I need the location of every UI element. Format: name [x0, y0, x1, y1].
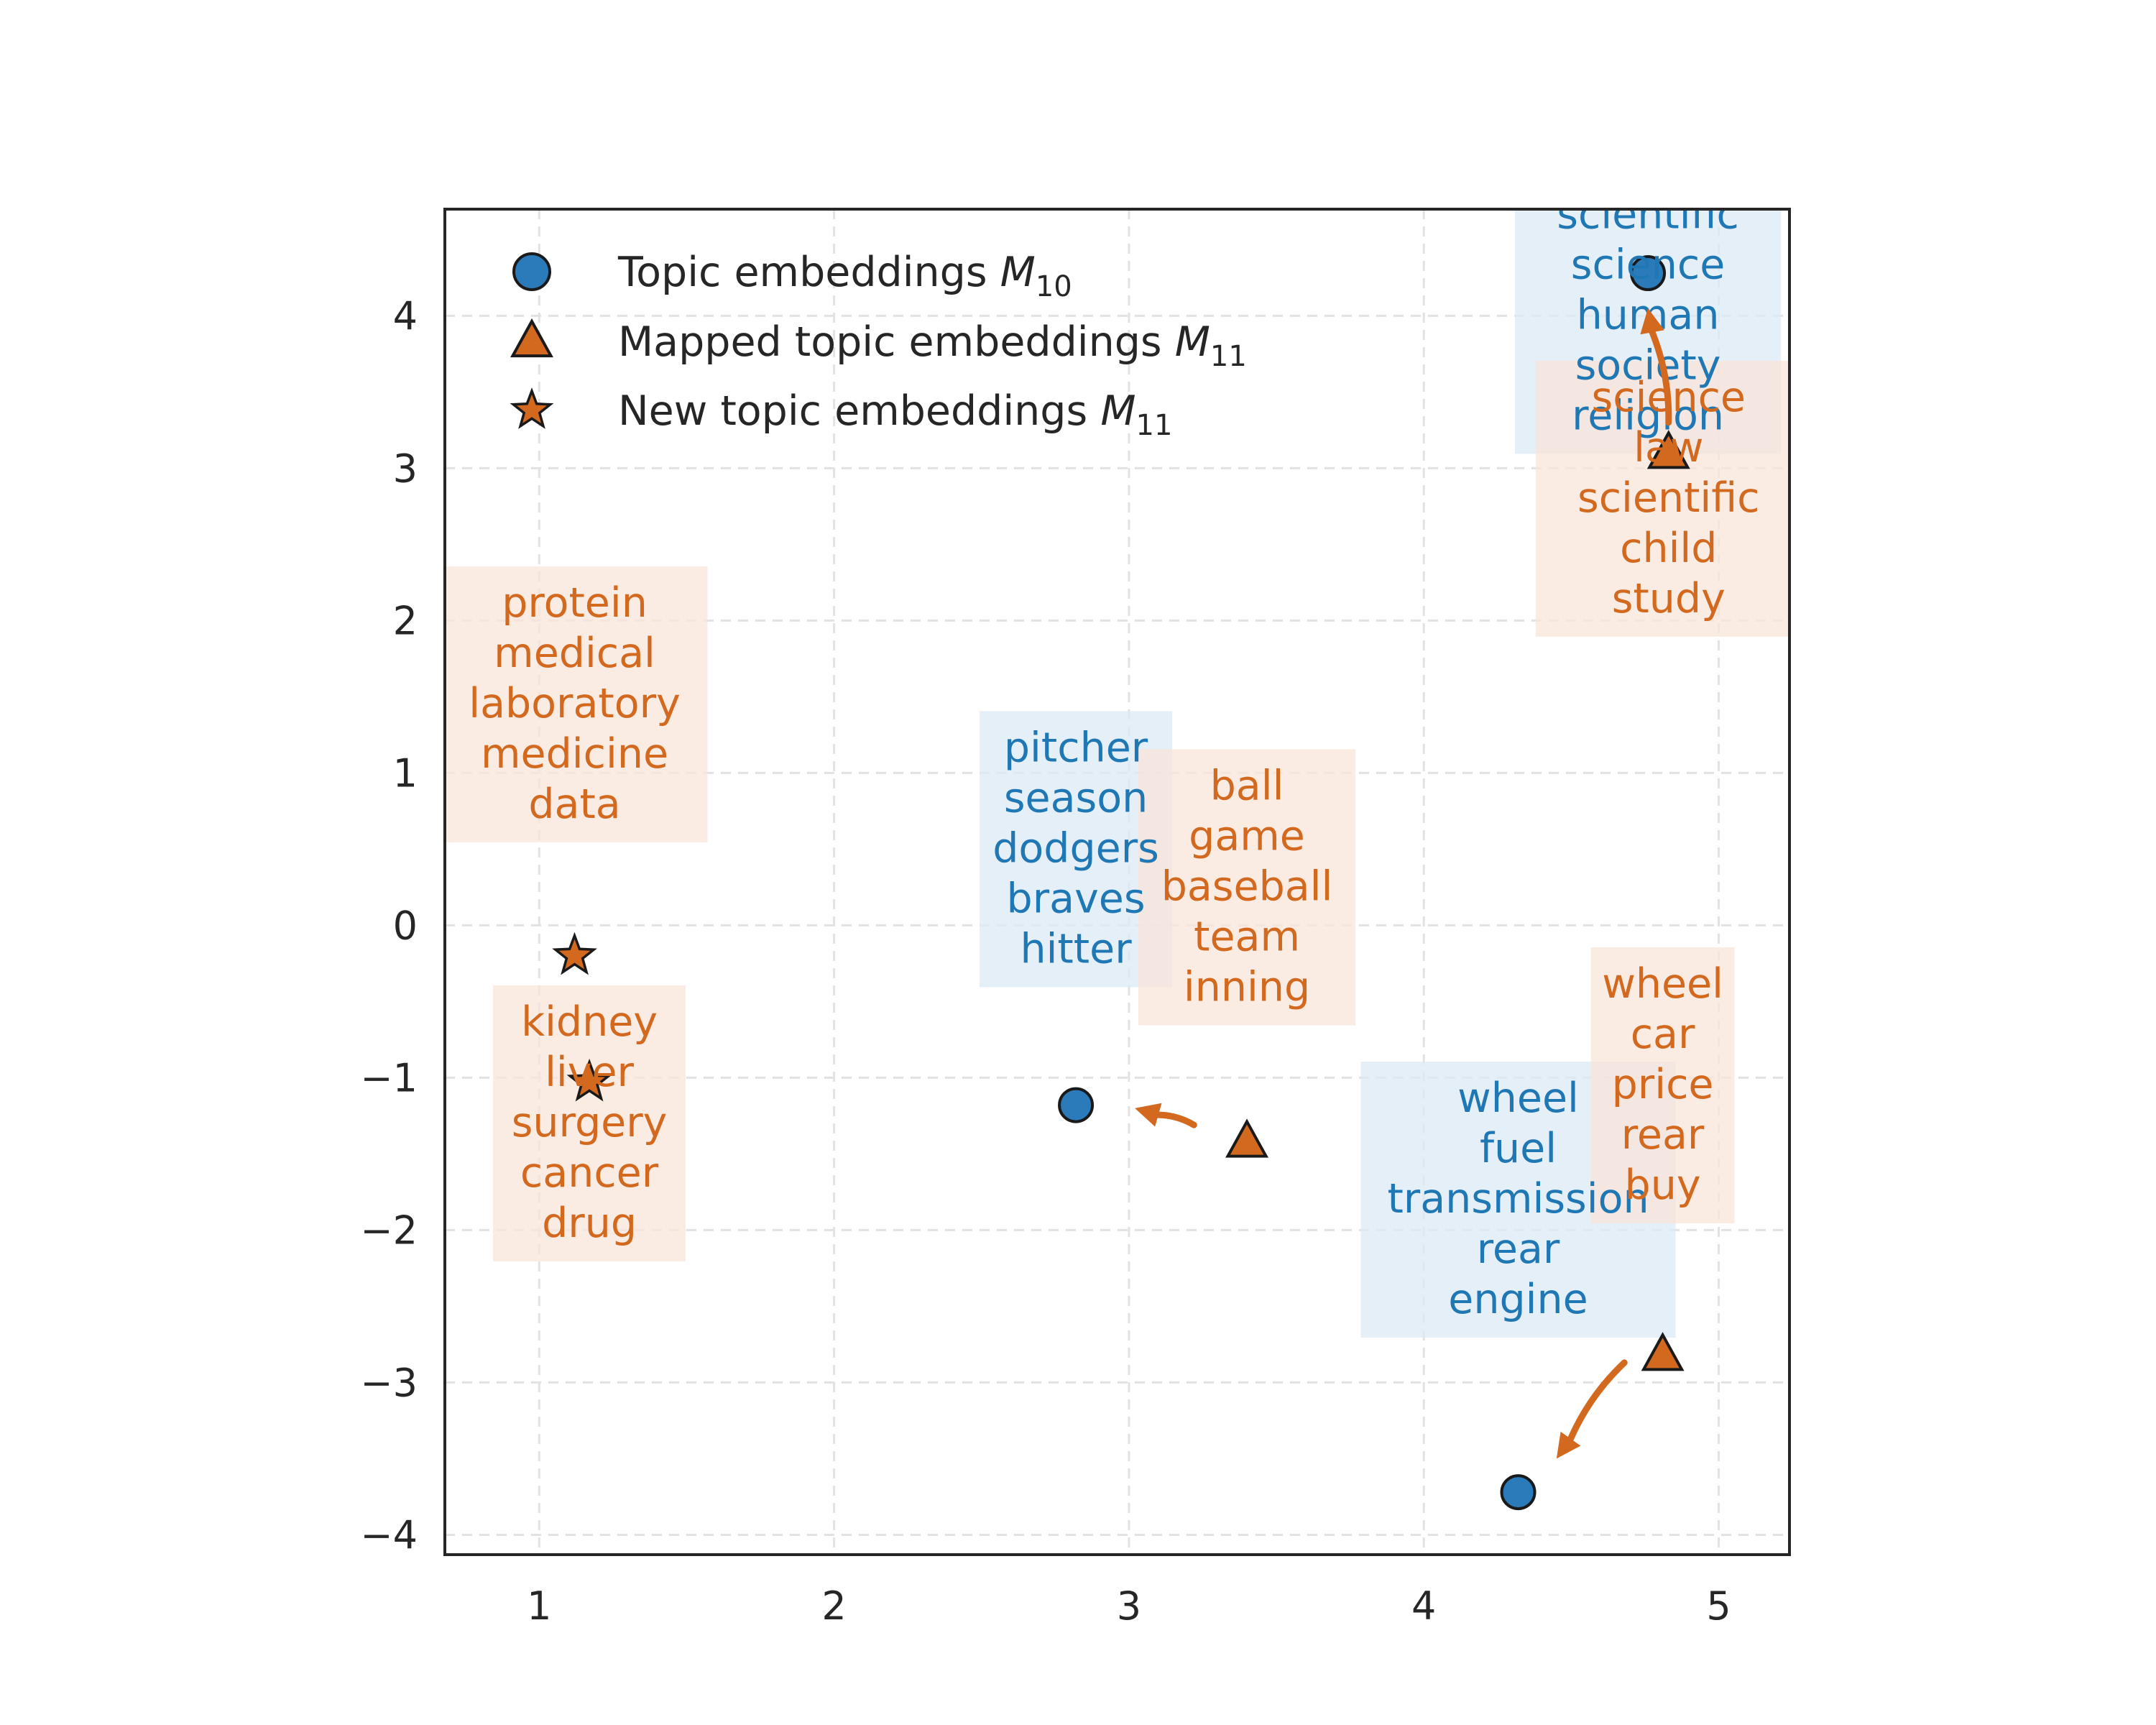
arrow-head — [1640, 308, 1664, 335]
legend-label-subscript: 10 — [1036, 270, 1072, 303]
x-tick-label: 1 — [527, 1583, 551, 1629]
legend-label-symbol: M — [1000, 249, 1036, 296]
new-topic-point — [552, 932, 597, 975]
x-tick-label: 2 — [821, 1583, 846, 1629]
annotation-word: law — [1634, 424, 1703, 472]
annotation-word: protein — [502, 579, 648, 627]
plot-frame — [443, 208, 1791, 1556]
legend-label-symbol: M — [1175, 318, 1210, 366]
annotation-word: child — [1620, 525, 1717, 572]
annotation-word: car — [1631, 1011, 1695, 1058]
legend-label: New topic embeddings M11 — [618, 387, 1172, 442]
topic-word-labels: scientificsciencehumansocietyreligionsci… — [469, 190, 1760, 1323]
annotation-word: drug — [542, 1200, 637, 1247]
annotation-word: scientific — [1557, 190, 1739, 238]
annotation-word: medicine — [481, 730, 668, 778]
y-tick-label: −1 — [360, 1055, 418, 1100]
annotation-word: engine — [1448, 1276, 1588, 1323]
mapping-arrows — [1135, 308, 1672, 1459]
annotation-word: scientific — [1577, 474, 1760, 522]
annotation-word: medical — [494, 630, 655, 677]
arrow-head — [1556, 1431, 1581, 1459]
annotation-word: rear — [1621, 1111, 1705, 1159]
y-tick-label: 4 — [393, 293, 418, 339]
annotation-word: team — [1194, 913, 1300, 960]
axis-ticks: 1 2 3 4 5 4 3 2 1 0 −1 −2 −3 −4 — [360, 293, 1731, 1629]
new-topic-point — [566, 1058, 612, 1102]
annotation-word: baseball — [1161, 862, 1333, 910]
annotation-word: religion — [1572, 392, 1724, 439]
mapped-topic-point — [1225, 1118, 1269, 1158]
annotation-word: fuel — [1480, 1125, 1557, 1172]
annotation-word: wheel — [1457, 1075, 1579, 1122]
topic-point — [1500, 1474, 1537, 1511]
annotation-word: season — [1004, 774, 1148, 822]
annotation-word: surgery — [512, 1099, 668, 1146]
legend-label-symbol: M — [1100, 387, 1135, 435]
annotation-word: society — [1575, 341, 1721, 389]
annotation-word: inning — [1184, 963, 1310, 1011]
legend-label-subscript: 11 — [1210, 340, 1247, 373]
label-boxes — [445, 209, 1789, 1338]
y-tick-label: 3 — [393, 446, 418, 491]
legend-triangle-icon — [510, 318, 553, 358]
legend-label: Mapped topic embeddings M11 — [618, 318, 1247, 373]
annotation-word: cancer — [520, 1149, 659, 1197]
legend-label: Topic embeddings M10 — [617, 249, 1072, 303]
arrow-head — [1135, 1103, 1162, 1127]
annotation-word: price — [1612, 1061, 1714, 1108]
annotation-word: buy — [1625, 1162, 1701, 1209]
legend-star-icon — [510, 387, 554, 429]
y-tick-label: −2 — [360, 1208, 418, 1253]
data-markers — [552, 255, 1690, 1511]
legend-label-text: Mapped topic embeddings — [618, 318, 1175, 366]
annotation-box — [445, 566, 708, 843]
y-tick-label: −3 — [360, 1360, 418, 1405]
annotation-word: wheel — [1602, 960, 1723, 1008]
arrow-shaft — [1649, 328, 1672, 426]
mapped-topic-point — [1641, 1332, 1685, 1371]
y-tick-label: 1 — [393, 750, 418, 796]
y-tick-label: 2 — [393, 598, 418, 643]
annotation-word: data — [528, 781, 620, 828]
y-tick-label: 0 — [393, 903, 418, 948]
annotation-word: dodgers — [992, 824, 1159, 872]
annotation-word: study — [1612, 575, 1726, 622]
annotation-word: liver — [545, 1049, 634, 1096]
annotation-word: rear — [1477, 1225, 1560, 1273]
topic-point — [1058, 1087, 1095, 1123]
y-tick-label: −4 — [360, 1512, 418, 1558]
legend-label-text: Topic embeddings — [617, 249, 1000, 296]
legend-label-subscript: 11 — [1136, 409, 1173, 442]
x-tick-label: 4 — [1411, 1583, 1436, 1629]
topic-point — [1630, 255, 1667, 292]
annotation-box — [1535, 360, 1789, 637]
legend-circle-icon — [512, 252, 551, 291]
annotation-word: ball — [1210, 762, 1284, 809]
annotation-box — [493, 985, 686, 1262]
annotation-word: game — [1189, 812, 1305, 860]
legend-label-text: New topic embeddings — [618, 387, 1100, 435]
annotation-word: laboratory — [469, 680, 681, 727]
annotation-box — [1138, 749, 1356, 1026]
annotation-word: kidney — [521, 998, 658, 1046]
x-tick-label: 3 — [1117, 1583, 1141, 1629]
annotation-word: transmission — [1387, 1175, 1649, 1223]
mapped-topic-point — [1646, 430, 1690, 469]
annotation-word: hitter — [1020, 925, 1132, 972]
annotation-word: science — [1571, 241, 1725, 288]
annotation-box — [1590, 947, 1735, 1224]
x-tick-label: 5 — [1706, 1583, 1731, 1629]
annotation-word: braves — [1007, 875, 1146, 922]
arrow-shaft — [1567, 1359, 1628, 1443]
arrow-shaft — [1155, 1111, 1197, 1128]
annotation-word: pitcher — [1004, 724, 1148, 771]
